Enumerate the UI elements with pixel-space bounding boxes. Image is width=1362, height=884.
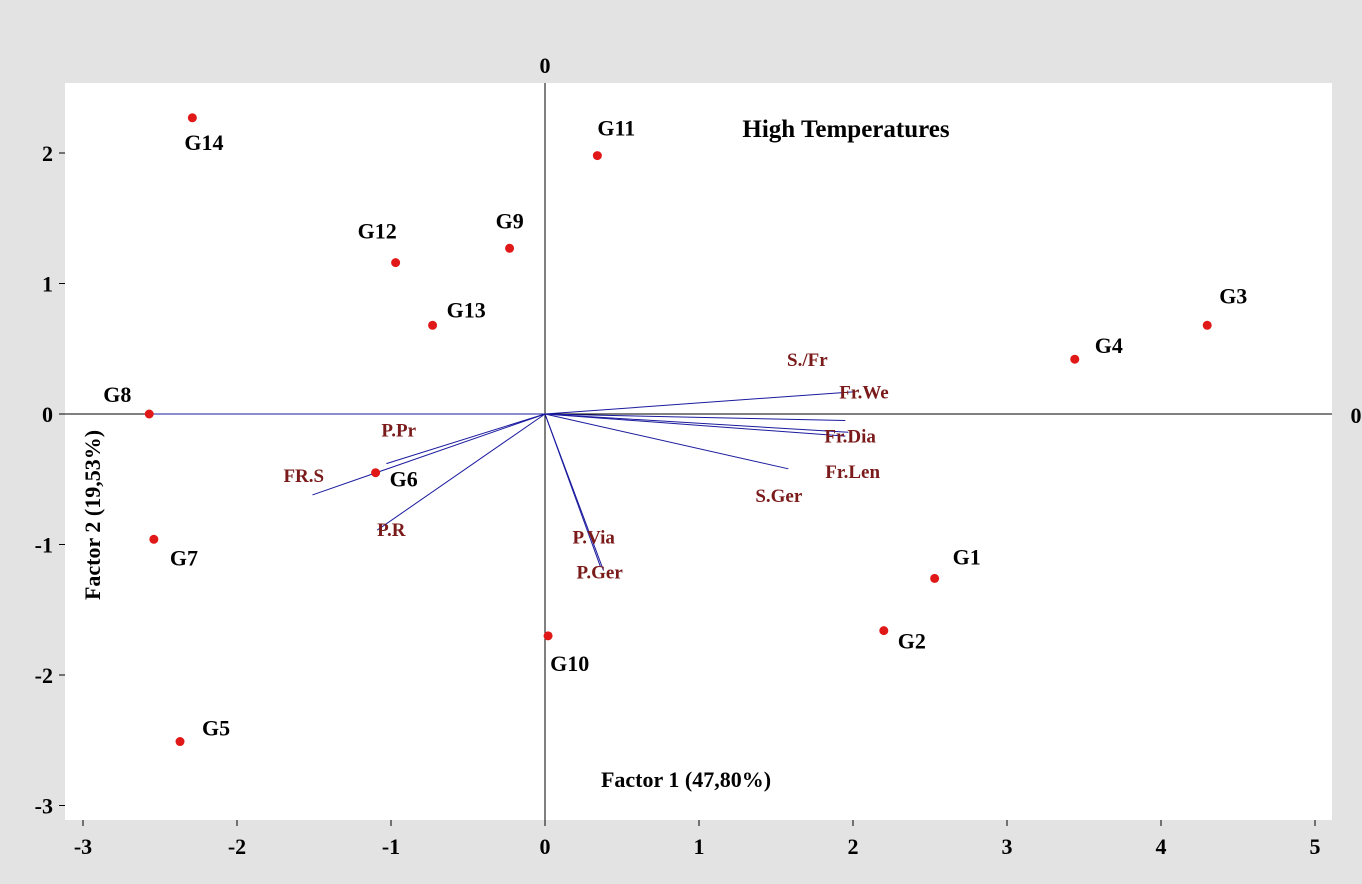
y-tick-label: -1 xyxy=(35,533,53,558)
x-tick-label: -3 xyxy=(74,834,92,859)
genotype-label: G8 xyxy=(103,382,131,407)
genotype-label: G9 xyxy=(496,208,524,233)
loading-vector xyxy=(386,413,546,465)
genotype-point xyxy=(592,151,602,161)
origin-label-top: 0 xyxy=(540,53,551,78)
loading-vector xyxy=(544,413,789,470)
origin-label-right: 0 xyxy=(1351,403,1362,428)
x-tick-label: 4 xyxy=(1156,834,1167,859)
genotype-label: G2 xyxy=(898,629,926,654)
genotype-point xyxy=(371,468,381,478)
loading-vector xyxy=(544,413,846,422)
y-tick-label: 2 xyxy=(42,141,53,166)
y-tick-label: -2 xyxy=(35,663,53,688)
variable-label: Fr.Dia xyxy=(824,426,876,447)
genotype-label: G4 xyxy=(1095,333,1123,358)
genotype-point xyxy=(1070,354,1080,364)
genotype-label: G5 xyxy=(202,716,230,741)
genotype-label: G12 xyxy=(358,219,397,244)
x-tick-label: 0 xyxy=(540,834,551,859)
variable-label: S./Fr xyxy=(787,350,828,371)
variable-label: P.R xyxy=(377,520,406,541)
genotype-point xyxy=(144,409,154,419)
genotype-label: G14 xyxy=(184,130,223,155)
genotype-point xyxy=(187,113,197,123)
genotype-label: G6 xyxy=(390,467,418,492)
loading-vector xyxy=(544,413,604,571)
variable-label: FR.S xyxy=(283,466,324,487)
genotype-point xyxy=(1202,320,1212,330)
variable-label: Fr.We xyxy=(839,383,888,404)
x-tick-label: 1 xyxy=(694,834,705,859)
variable-label: P.Pr xyxy=(381,421,416,442)
genotype-point xyxy=(149,534,159,544)
y-tick-label: -3 xyxy=(35,794,53,819)
genotype-label: G7 xyxy=(170,545,198,570)
genotype-label: G3 xyxy=(1219,283,1247,308)
genotype-label: G10 xyxy=(550,651,589,676)
loading-vector xyxy=(544,413,846,437)
x-tick-label: 5 xyxy=(1310,834,1321,859)
variable-label: S.Ger xyxy=(755,486,803,507)
genotype-label: G1 xyxy=(953,544,981,569)
x-tick-label: 2 xyxy=(848,834,859,859)
genotype-point xyxy=(428,320,438,330)
variable-label: Fr.Len xyxy=(825,462,880,483)
genotype-label: G13 xyxy=(447,297,486,322)
x-axis-title: Factor 1 (47,80%) xyxy=(601,767,771,792)
loading-vector xyxy=(376,413,546,531)
y-axis-title: Factor 2 (19,53%) xyxy=(80,430,105,600)
variable-label: P.Ger xyxy=(577,563,624,584)
plot-area xyxy=(65,83,1332,820)
genotype-point xyxy=(543,631,553,641)
loading-vector xyxy=(312,413,546,496)
chart-title: High Temperatures xyxy=(742,116,949,143)
loading-vector xyxy=(544,391,854,415)
loading-vector xyxy=(544,413,849,433)
genotype-point xyxy=(391,258,401,268)
genotype-point xyxy=(930,573,940,583)
genotype-point xyxy=(879,626,889,636)
variable-label: P.Via xyxy=(572,528,615,549)
x-tick-label: -2 xyxy=(228,834,246,859)
x-tick-label: -1 xyxy=(382,834,400,859)
genotype-label: G11 xyxy=(597,116,635,141)
genotype-point xyxy=(505,243,515,253)
y-tick-label: 1 xyxy=(42,272,53,297)
x-tick-label: 3 xyxy=(1002,834,1013,859)
y-tick-label: 0 xyxy=(42,402,53,427)
genotype-point xyxy=(175,737,185,747)
